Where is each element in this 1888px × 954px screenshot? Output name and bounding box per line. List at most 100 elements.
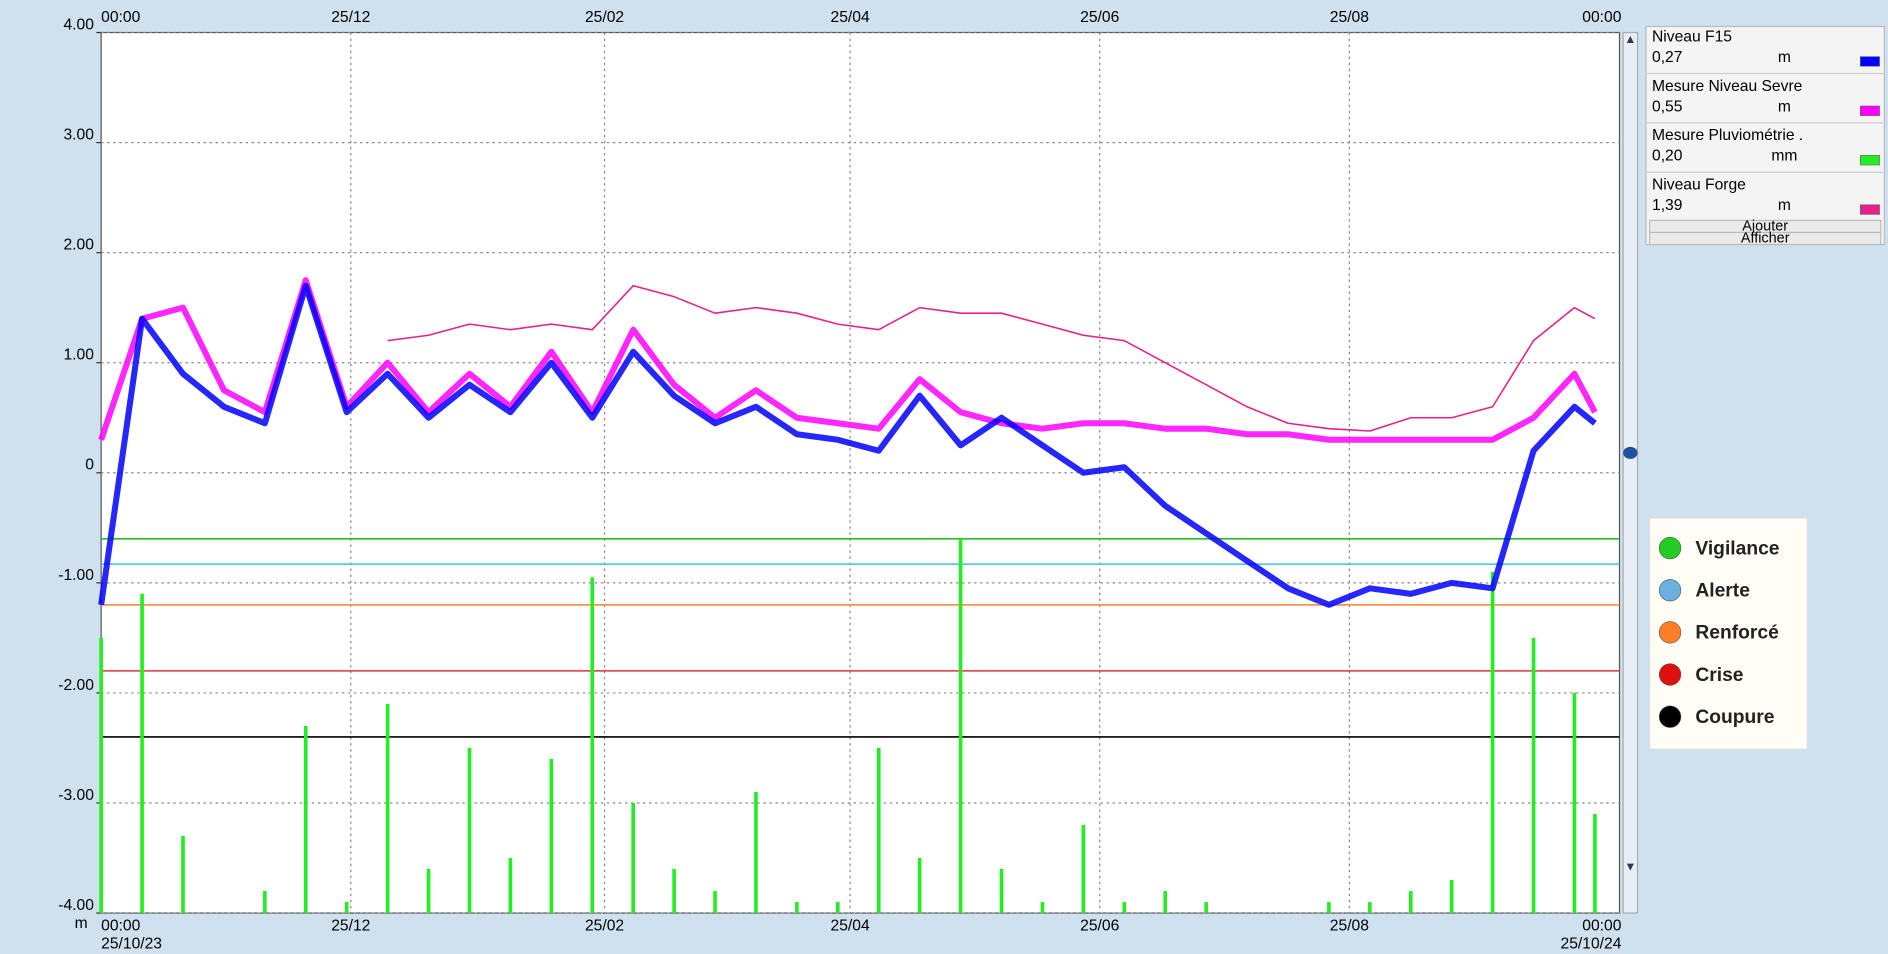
x-tick-label-bottom: 00:00 xyxy=(101,917,140,934)
scroll-down[interactable]: ▼ xyxy=(1624,859,1636,873)
series-line xyxy=(387,284,1596,432)
y-tick-label: 4.00 xyxy=(63,16,94,33)
measure-reading: 0,20 xyxy=(1652,148,1683,165)
threshold-dot xyxy=(1658,579,1682,602)
rain-bar xyxy=(713,891,717,914)
rain-bar xyxy=(1327,902,1331,914)
threshold-name: Alerte xyxy=(1695,581,1750,602)
measure-unit: m xyxy=(1778,49,1791,66)
rain-bar xyxy=(426,869,431,914)
rain-bar xyxy=(140,593,144,914)
y-tick-label: 1.00 xyxy=(63,347,94,364)
measure-name: Niveau F15 xyxy=(1652,28,1732,45)
date-label: 25/10/23 xyxy=(101,936,162,953)
rain-bar xyxy=(385,703,390,914)
rain-bar xyxy=(99,637,103,914)
rain-bar xyxy=(549,758,554,914)
panel-button-label[interactable]: Afficher xyxy=(1741,230,1790,246)
y-tick-label: -1.00 xyxy=(58,567,94,584)
x-tick-label-bottom: 25/04 xyxy=(831,917,870,934)
measure-swatch[interactable] xyxy=(1860,105,1880,116)
rain-bar xyxy=(181,835,185,914)
threshold-name: Vigilance xyxy=(1695,538,1779,559)
series-line xyxy=(98,277,1598,443)
rain-bar xyxy=(1122,902,1127,914)
rain-bar xyxy=(1490,571,1495,914)
scroll-thumb[interactable] xyxy=(1623,446,1638,459)
rain-bar xyxy=(631,802,635,914)
rain-bar xyxy=(836,902,840,914)
rain-bar xyxy=(1531,637,1536,914)
x-tick-label-bottom: 25/08 xyxy=(1330,917,1369,934)
series-line xyxy=(98,282,1597,608)
panel-button-label[interactable]: Ajouter xyxy=(1742,218,1788,234)
threshold-dot xyxy=(1658,663,1682,686)
rain-bar xyxy=(263,891,267,914)
threshold-dot xyxy=(1658,705,1682,728)
measure-unit: m xyxy=(1778,197,1791,214)
rain-bar xyxy=(754,791,758,914)
x-tick-label-bottom: 25/06 xyxy=(1080,917,1119,934)
measure-swatch[interactable] xyxy=(1860,204,1880,215)
x-tick-label-top: 25/04 xyxy=(831,9,870,26)
rain-bar xyxy=(1572,692,1577,914)
x-tick-label-top: 00:00 xyxy=(101,9,140,26)
measure-name: Mesure Pluviométrie . xyxy=(1652,127,1803,144)
measure-unit: mm xyxy=(1771,148,1797,165)
threshold-name: Crise xyxy=(1695,665,1743,686)
x-tick-label-top: 00:00 xyxy=(1582,9,1621,26)
measure-reading: 0,55 xyxy=(1652,98,1683,115)
rain-bar xyxy=(303,725,308,914)
rain-bar xyxy=(795,902,799,914)
rain-bar xyxy=(1163,891,1168,914)
y-tick-label: 2.00 xyxy=(63,237,94,254)
rain-bar xyxy=(876,747,881,914)
measure-name: Mesure Niveau Sevre xyxy=(1652,78,1802,95)
x-tick-label-top: 25/02 xyxy=(585,9,624,26)
x-tick-label-top: 25/06 xyxy=(1080,9,1119,26)
scrollbar[interactable] xyxy=(1622,31,1639,914)
panel-button[interactable] xyxy=(1648,231,1882,246)
measure-reading: 0,27 xyxy=(1652,49,1682,66)
rain-bar xyxy=(958,538,963,914)
rain-bar xyxy=(508,858,513,914)
measure-unit: m xyxy=(1778,98,1791,115)
y-tick-label: 0 xyxy=(85,457,94,474)
scroll-up[interactable]: ▲ xyxy=(1624,32,1636,46)
threshold-dot xyxy=(1658,536,1682,560)
measure-name: Niveau Forge xyxy=(1652,177,1746,194)
rain-bar xyxy=(1040,902,1045,914)
rain-bar xyxy=(1204,902,1208,914)
measure-swatch[interactable] xyxy=(1860,56,1880,67)
date-label: 25/10/24 xyxy=(1561,936,1622,953)
threshold-name: Renforcé xyxy=(1695,623,1779,644)
x-tick-label-top: 25/12 xyxy=(331,9,370,26)
x-tick-label-bottom: 25/02 xyxy=(585,917,624,934)
y-tick-label: -2.00 xyxy=(58,677,94,694)
y-tick-label: 3.00 xyxy=(63,126,94,143)
rain-bar xyxy=(1368,902,1372,914)
x-tick-label-bottom: 00:00 xyxy=(1582,917,1621,934)
y-unit: m xyxy=(75,915,88,932)
rain-bar xyxy=(1408,891,1413,914)
rain-bar xyxy=(1449,880,1454,914)
rain-bar xyxy=(467,747,472,914)
measure-panel xyxy=(1645,25,1885,246)
rain-bar xyxy=(672,869,676,914)
rain-bar xyxy=(917,858,922,914)
rain-bar xyxy=(999,869,1004,914)
measure-reading: 1,39 xyxy=(1652,197,1682,214)
threshold-dot xyxy=(1658,621,1682,644)
rain-bar xyxy=(1593,813,1597,914)
x-tick-label-bottom: 25/12 xyxy=(331,917,370,934)
rain-bar xyxy=(344,902,349,914)
measure-swatch[interactable] xyxy=(1860,155,1880,166)
y-tick-label: -4.00 xyxy=(58,897,94,914)
threshold-name: Coupure xyxy=(1695,707,1774,728)
y-tick-label: -3.00 xyxy=(58,787,94,804)
rain-bar xyxy=(590,577,595,914)
rain-bar xyxy=(1081,824,1086,914)
x-tick-label-top: 25/08 xyxy=(1330,9,1369,26)
